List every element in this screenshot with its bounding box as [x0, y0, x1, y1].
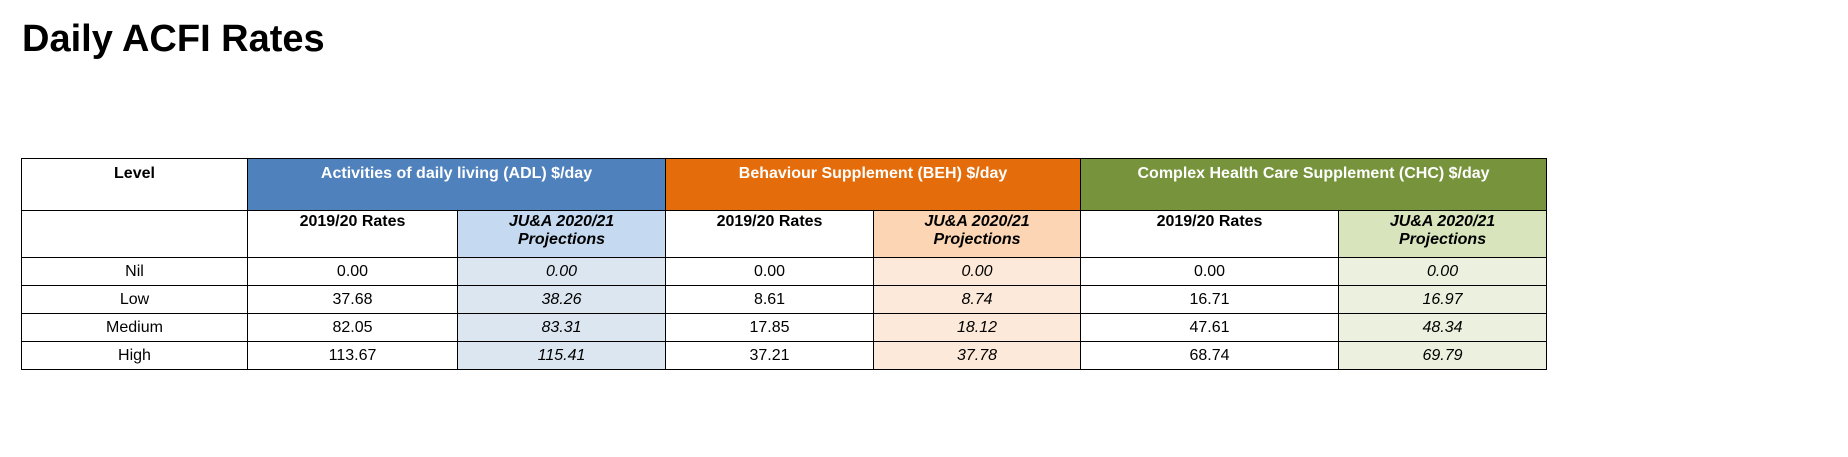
beh-projection-cell: 0.00	[873, 257, 1082, 286]
chc-projection-cell: 16.97	[1338, 285, 1548, 314]
chc-projection-cell: 0.00	[1338, 257, 1548, 286]
group-header-row: Level Activities of daily living (ADL) $…	[21, 158, 1548, 211]
chc-projection-cell: 48.34	[1338, 313, 1548, 342]
adl-projections-header: JU&A 2020/21 Projections	[456, 210, 667, 258]
level-cell: High	[21, 341, 248, 370]
adl-rates-header: 2019/20 Rates	[247, 210, 458, 258]
chc-rate-cell: 47.61	[1080, 313, 1340, 342]
table-row: Medium 82.05 83.31 17.85 18.12 47.61 48.34	[21, 313, 1548, 342]
chc-rate-cell: 16.71	[1080, 285, 1340, 314]
table-row: Nil 0.00 0.00 0.00 0.00 0.00 0.00	[21, 257, 1548, 286]
chc-projections-header: JU&A 2020/21 Projections	[1338, 210, 1548, 258]
beh-projections-header: JU&A 2020/21 Projections	[873, 210, 1082, 258]
adl-projection-cell: 115.41	[456, 341, 667, 370]
adl-rate-cell: 82.05	[247, 313, 458, 342]
acfi-rates-table: Level Activities of daily living (ADL) $…	[21, 158, 1548, 370]
chc-projection-cell: 69.79	[1338, 341, 1548, 370]
level-cell: Medium	[21, 313, 248, 342]
chc-group-header: Complex Health Care Supplement (CHC) $/d…	[1080, 158, 1548, 211]
beh-projection-cell: 18.12	[873, 313, 1082, 342]
beh-rates-header: 2019/20 Rates	[665, 210, 875, 258]
beh-rate-cell: 8.61	[665, 285, 875, 314]
beh-group-header: Behaviour Supplement (BEH) $/day	[665, 158, 1082, 211]
page-title: Daily ACFI Rates	[22, 18, 325, 60]
table-row: High 113.67 115.41 37.21 37.78 68.74 69.79	[21, 341, 1548, 370]
chc-rate-cell: 68.74	[1080, 341, 1340, 370]
adl-rate-cell: 37.68	[247, 285, 458, 314]
empty-header-cell	[21, 210, 248, 258]
adl-rate-cell: 0.00	[247, 257, 458, 286]
adl-group-header: Activities of daily living (ADL) $/day	[246, 158, 667, 211]
level-cell: Nil	[21, 257, 248, 286]
beh-projection-cell: 8.74	[873, 285, 1082, 314]
adl-projection-cell: 83.31	[456, 313, 667, 342]
chc-rate-cell: 0.00	[1080, 257, 1340, 286]
beh-projection-cell: 37.78	[873, 341, 1082, 370]
adl-rate-cell: 113.67	[247, 341, 458, 370]
beh-rate-cell: 17.85	[665, 313, 875, 342]
adl-projection-cell: 0.00	[456, 257, 667, 286]
table-row: Low 37.68 38.26 8.61 8.74 16.71 16.97	[21, 285, 1548, 314]
level-cell: Low	[21, 285, 248, 314]
beh-rate-cell: 37.21	[665, 341, 875, 370]
level-header: Level	[21, 158, 248, 211]
beh-rate-cell: 0.00	[665, 257, 875, 286]
sub-header-row: 2019/20 Rates JU&A 2020/21 Projections 20…	[21, 210, 1548, 258]
chc-rates-header: 2019/20 Rates	[1080, 210, 1340, 258]
adl-projection-cell: 38.26	[456, 285, 667, 314]
